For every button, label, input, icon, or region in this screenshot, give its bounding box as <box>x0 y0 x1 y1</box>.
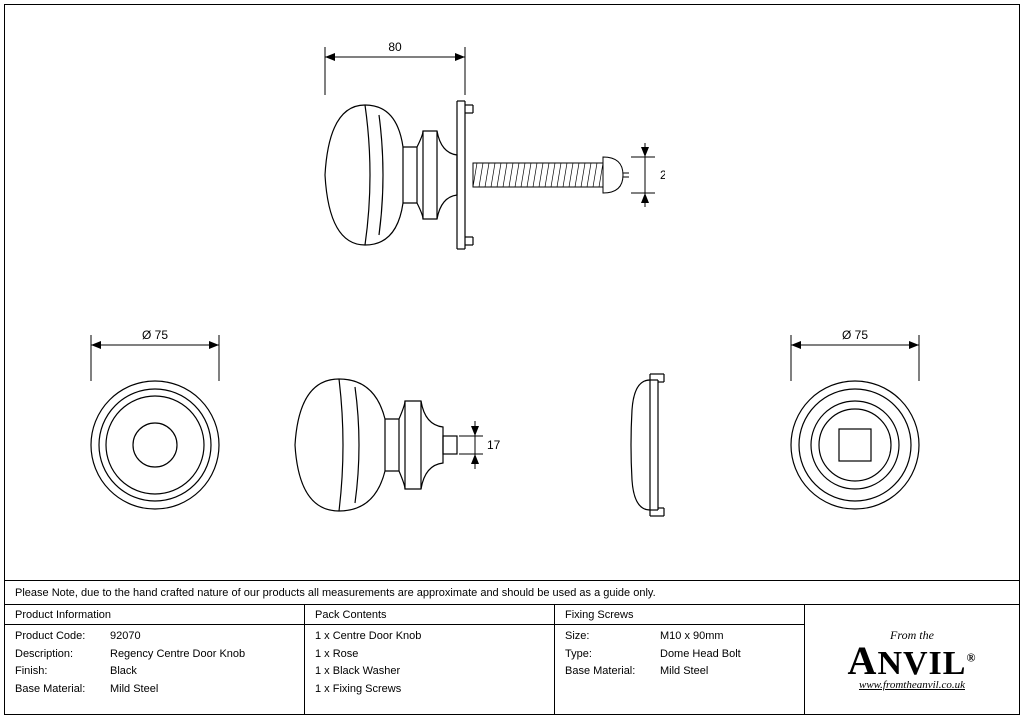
kv-value: 1 x Black Washer <box>315 663 544 681</box>
dim-label-dia75-right: Ø 75 <box>842 328 868 342</box>
top-assembly-drawing: 80 <box>305 35 665 275</box>
kv-value: 1 x Rose <box>315 646 544 664</box>
bolt <box>473 157 629 193</box>
fixing-screws-header: Fixing Screws <box>555 609 804 625</box>
dim-label-24: 24 <box>660 168 665 182</box>
logo-col: From the ANVIL® www.fromtheanvil.co.uk <box>805 605 1019 714</box>
table-row: 1 x Fixing Screws <box>315 681 544 699</box>
kv-label: Size: <box>565 628 660 646</box>
table-row: 1 x Rose <box>315 646 544 664</box>
kv-label: Base Material: <box>15 681 110 699</box>
back-rose-right: Ø 75 <box>755 315 955 535</box>
kv-value: 92070 <box>110 628 294 646</box>
table-row: Type:Dome Head Bolt <box>565 646 794 664</box>
knob-profile-2 <box>295 379 457 511</box>
kv-value: Dome Head Bolt <box>660 646 794 664</box>
dimension-dia75-left: Ø 75 <box>91 328 219 381</box>
table-row: Product Code:92070 <box>15 628 294 646</box>
table-row: Base Material:Mild Steel <box>15 681 294 699</box>
logo-main-rest: NVIL <box>877 645 966 682</box>
dim-label-80: 80 <box>388 40 402 54</box>
pack-contents-col: Pack Contents 1 x Centre Door Knob 1 x R… <box>305 605 555 714</box>
kv-value: Black <box>110 663 294 681</box>
logo-main: ANVIL® <box>848 643 977 680</box>
kv-label: Product Code: <box>15 628 110 646</box>
dimension-80: 80 <box>325 40 465 95</box>
drawing-area: 80 <box>5 5 1019 580</box>
table-row: Size:M10 x 90mm <box>565 628 794 646</box>
logo-registered: ® <box>966 650 976 664</box>
pack-contents-header: Pack Contents <box>305 609 554 625</box>
front-rose-left: Ø 75 <box>55 315 255 535</box>
product-info-header: Product Information <box>5 609 304 625</box>
table-row: 1 x Centre Door Knob <box>315 628 544 646</box>
note-text: Please Note, due to the hand crafted nat… <box>15 587 656 599</box>
kv-label: Type: <box>565 646 660 664</box>
kv-value: Regency Centre Door Knob <box>110 646 294 664</box>
kv-value: M10 x 90mm <box>660 628 794 646</box>
kv-label: Finish: <box>15 663 110 681</box>
dimension-24: 24 <box>631 143 665 207</box>
dimension-17: 17 <box>459 421 501 469</box>
washer-side-drawing <box>620 370 680 520</box>
info-row: Product Information Product Code:92070 D… <box>5 605 1019 714</box>
kv-label: Base Material: <box>565 663 660 681</box>
logo-url: www.fromtheanvil.co.uk <box>859 679 965 691</box>
dim-label-17: 17 <box>487 438 501 452</box>
kv-value: Mild Steel <box>110 681 294 699</box>
fixing-screws-col: Fixing Screws Size:M10 x 90mm Type:Dome … <box>555 605 805 714</box>
logo-top: From the <box>890 628 934 643</box>
kv-value: Mild Steel <box>660 663 794 681</box>
logo-main-pre: A <box>848 638 878 683</box>
kv-value: 1 x Centre Door Knob <box>315 628 544 646</box>
table-row: Base Material:Mild Steel <box>565 663 794 681</box>
table-row: Description:Regency Centre Door Knob <box>15 646 294 664</box>
dimension-dia75-right: Ø 75 <box>791 328 919 381</box>
product-info-col: Product Information Product Code:92070 D… <box>5 605 305 714</box>
table-row: Finish:Black <box>15 663 294 681</box>
table-row: 1 x Black Washer <box>315 663 544 681</box>
knob-side-profile <box>325 101 473 249</box>
note-row: Please Note, due to the hand crafted nat… <box>5 580 1019 605</box>
kv-value: 1 x Fixing Screws <box>315 681 544 699</box>
side-knob-drawing: 17 <box>285 345 515 545</box>
kv-label: Description: <box>15 646 110 664</box>
dim-label-dia75-left: Ø 75 <box>142 328 168 342</box>
